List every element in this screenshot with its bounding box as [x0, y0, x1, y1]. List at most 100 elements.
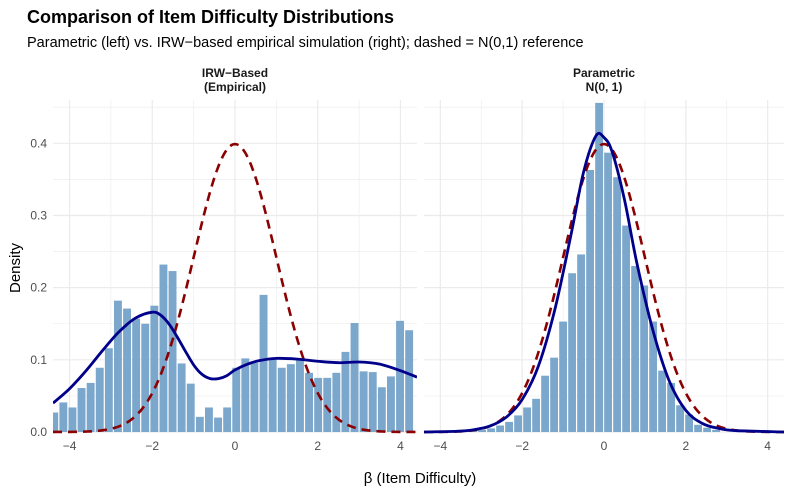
- panel-parametric: Parametric N(0, 1) −4 −2 0 2 4: [424, 66, 784, 453]
- y-tick-label: 0.1: [30, 353, 47, 367]
- reference-normal-curve: [53, 142, 417, 434]
- histogram-bar: [159, 264, 168, 432]
- histogram-bar: [214, 417, 222, 432]
- histogram-bar: [658, 370, 666, 432]
- histogram-bar: [377, 387, 386, 432]
- histogram-bar: [132, 318, 141, 432]
- histogram-bar: [514, 415, 522, 432]
- histogram-bar: [505, 421, 513, 432]
- x-tick-label: −4: [434, 439, 448, 453]
- density-curve: [424, 131, 784, 434]
- histogram-bar: [604, 152, 612, 432]
- histogram-bar: [268, 357, 277, 432]
- y-tick-label: 0.3: [30, 208, 47, 222]
- x-tick-label: 4: [397, 439, 404, 453]
- histogram-bar: [341, 351, 350, 432]
- histogram-bar: [123, 308, 131, 432]
- histogram-bar: [532, 398, 540, 432]
- histogram-bar: [59, 402, 68, 432]
- x-tick-labels: −4 −2 0 2 4: [434, 439, 772, 453]
- x-tick-label: 4: [764, 439, 771, 453]
- histogram-bars: [53, 264, 414, 432]
- histogram-bar: [667, 382, 675, 432]
- strip-label-line-2: N(0, 1): [586, 80, 623, 94]
- curves: [53, 142, 417, 434]
- histogram-bar: [223, 407, 232, 432]
- histogram-bar: [396, 320, 404, 432]
- histogram-bar: [204, 407, 213, 432]
- histogram-bar: [332, 372, 341, 432]
- histogram-bar: [622, 225, 630, 432]
- strip-label-line-1: Parametric: [573, 66, 635, 80]
- histogram-bar: [150, 305, 159, 432]
- x-tick-label: 2: [314, 439, 321, 453]
- histogram-bar: [286, 364, 295, 432]
- grid-lines: [424, 100, 784, 433]
- histogram-bar: [694, 424, 702, 432]
- x-tick-labels: −4 −2 0 2 4: [63, 439, 404, 453]
- y-tick-label: 0.2: [30, 281, 47, 295]
- histogram-bar: [487, 428, 495, 432]
- histogram-bar: [86, 382, 95, 432]
- histogram-bar: [541, 375, 549, 432]
- histogram-bars: [469, 102, 720, 432]
- y-tick-labels: 0.0 0.1 0.2 0.3 0.4: [30, 136, 47, 439]
- histogram-bar: [305, 372, 313, 432]
- chart-subtitle: Parametric (left) vs. IRW−based empirica…: [27, 35, 584, 51]
- curves: [424, 131, 784, 434]
- histogram-bar: [595, 102, 603, 432]
- x-tick-label: −4: [63, 439, 77, 453]
- histogram-bar: [68, 407, 77, 432]
- x-tick-label: 0: [601, 439, 608, 453]
- histogram-bar: [586, 170, 594, 432]
- histogram-bar: [405, 330, 414, 432]
- histogram-bar: [386, 376, 395, 432]
- histogram-bar: [640, 285, 648, 432]
- histogram-bar: [95, 367, 104, 432]
- histogram-bar: [649, 321, 657, 432]
- histogram-bar: [676, 405, 684, 432]
- histogram-bar: [631, 266, 639, 432]
- histogram-bar: [77, 387, 86, 432]
- histogram-bar: [568, 273, 576, 432]
- histogram-bar: [523, 407, 531, 432]
- histogram-bar: [550, 357, 558, 432]
- y-tick-label: 0.4: [30, 136, 47, 150]
- histogram-bar: [703, 427, 711, 432]
- histogram-bar: [613, 177, 621, 432]
- histogram-bar: [577, 254, 585, 432]
- histogram-bar: [368, 372, 377, 432]
- histogram-bar: [496, 425, 504, 432]
- chart-title: Comparison of Item Difficulty Distributi…: [27, 7, 394, 27]
- histogram-bar: [104, 348, 113, 432]
- x-axis-title: β (Item Difficulty): [364, 470, 477, 487]
- histogram-bar: [232, 367, 241, 432]
- density-curve: [53, 310, 417, 405]
- histogram-bar: [168, 271, 177, 432]
- histogram-bar: [277, 367, 286, 432]
- histogram-bar: [259, 294, 268, 432]
- histogram-bar: [323, 377, 332, 432]
- x-tick-label: −2: [515, 439, 529, 453]
- histogram-bar: [250, 362, 259, 432]
- x-tick-label: 0: [232, 439, 239, 453]
- histogram-bar: [53, 412, 59, 432]
- strip-label-line-2: (Empirical): [204, 80, 266, 94]
- histogram-bar: [712, 429, 720, 432]
- histogram-bar: [685, 414, 693, 432]
- histogram-bar: [113, 300, 122, 432]
- histogram-bar: [241, 358, 250, 432]
- y-axis-title: Density: [7, 242, 24, 293]
- panel-empirical: IRW−Based (Empirical) −4 −2 0 2 4: [53, 66, 417, 453]
- histogram-bar: [359, 371, 368, 432]
- y-tick-label: 0.0: [30, 425, 47, 439]
- histogram-bar: [350, 323, 359, 432]
- histogram-bar: [195, 416, 204, 432]
- x-tick-label: 2: [682, 439, 689, 453]
- histogram-bar: [186, 383, 195, 432]
- histogram-bar: [314, 377, 323, 432]
- x-tick-label: −2: [145, 439, 159, 453]
- histogram-bar: [177, 363, 186, 432]
- histogram-bar: [141, 323, 150, 432]
